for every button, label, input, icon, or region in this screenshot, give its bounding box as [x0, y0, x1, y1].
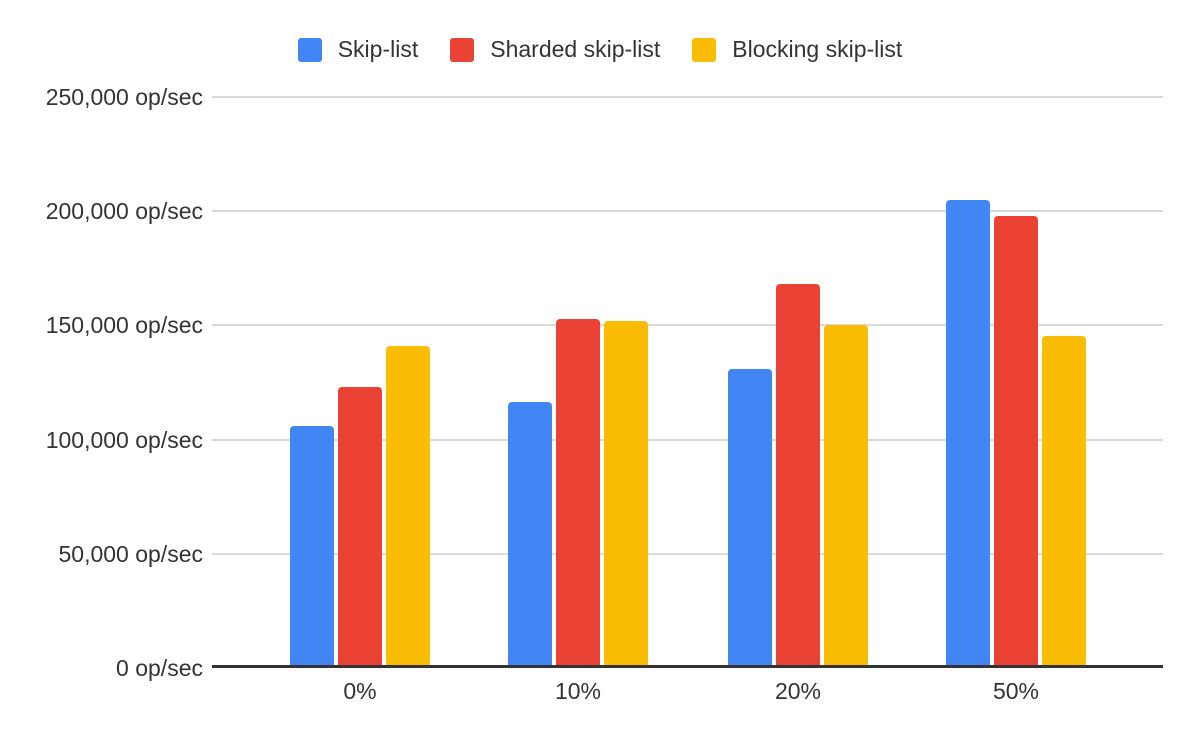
- bar-skip-list-10pct[interactable]: [508, 402, 552, 668]
- bar-sharded-skip-list-0pct[interactable]: [338, 387, 382, 668]
- y-tick-label: 100,000 op/sec: [45, 426, 203, 453]
- x-tick-label: 10%: [554, 678, 602, 704]
- gridline: [212, 210, 1163, 213]
- y-tick-label: 50,000 op/sec: [58, 540, 203, 567]
- x-tick-label: 50%: [992, 678, 1040, 704]
- y-tick-label: 150,000 op/sec: [45, 312, 203, 339]
- bar-blocking-skip-list-50pct[interactable]: [1042, 336, 1086, 668]
- legend-swatch-sharded-skip-list: [450, 37, 475, 62]
- x-tick-label: 0%: [343, 678, 377, 704]
- bar-sharded-skip-list-20pct[interactable]: [776, 284, 820, 668]
- gridline: [212, 438, 1163, 441]
- bar-skip-list-0pct[interactable]: [290, 426, 334, 668]
- gridline: [212, 324, 1163, 327]
- y-tick-label: 250,000 op/sec: [45, 84, 203, 110]
- legend-item-skip-list: Skip-list: [297, 36, 419, 63]
- legend-item-sharded-skip-list: Sharded skip-list: [450, 36, 660, 63]
- legend-label: Skip-list: [337, 36, 419, 62]
- legend-item-blocking-skip-list: Blocking skip-list: [692, 36, 902, 63]
- bar-skip-list-50pct[interactable]: [946, 200, 990, 668]
- bar-skip-list-20pct[interactable]: [728, 369, 772, 668]
- bar-sharded-skip-list-50pct[interactable]: [994, 216, 1038, 668]
- legend: Skip-list Sharded skip-list Blocking skip-…: [0, 36, 1200, 63]
- legend-label: Blocking skip-list: [732, 36, 903, 62]
- bar-blocking-skip-list-0pct[interactable]: [386, 346, 430, 668]
- legend-swatch-skip-list: [297, 37, 322, 62]
- gridline: [212, 552, 1163, 555]
- x-axis-line: [212, 665, 1163, 668]
- y-tick-label: 0 op/sec: [116, 655, 203, 681]
- legend-label: Sharded skip-list: [490, 36, 661, 62]
- plot-area: [212, 96, 1163, 668]
- legend-swatch-blocking-skip-list: [692, 37, 717, 62]
- gridline: [212, 96, 1163, 98]
- x-tick-label: 20%: [774, 678, 822, 704]
- bar-sharded-skip-list-10pct[interactable]: [556, 319, 600, 668]
- bar-blocking-skip-list-20pct[interactable]: [824, 325, 868, 668]
- y-tick-label: 200,000 op/sec: [45, 198, 203, 225]
- bar-blocking-skip-list-10pct[interactable]: [604, 321, 648, 668]
